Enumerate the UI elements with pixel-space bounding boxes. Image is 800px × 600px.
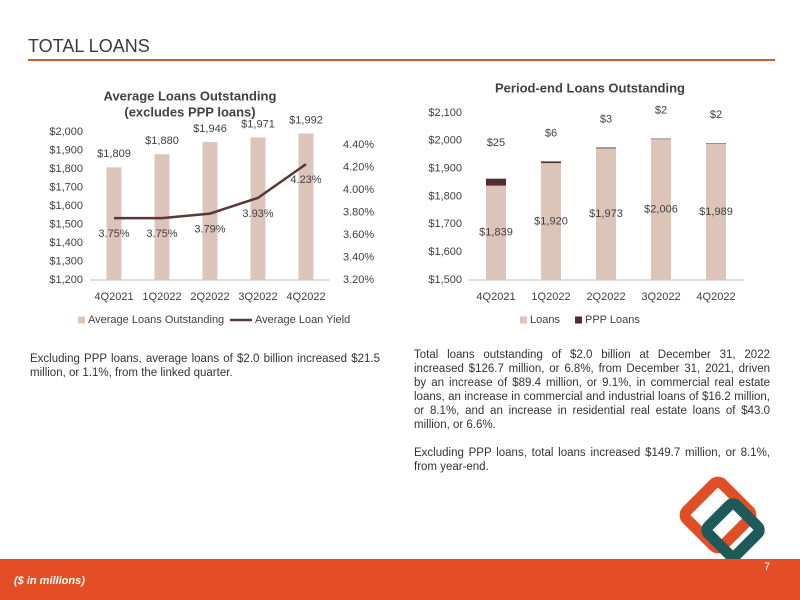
bar (541, 161, 561, 164)
logo (679, 476, 765, 562)
legend-swatch (78, 316, 85, 324)
y-tick-label: $1,400 (49, 237, 83, 249)
data-label: $1,920 (534, 215, 568, 227)
y-tick-label: $2,100 (428, 107, 462, 119)
y-tick-label: $1,800 (49, 163, 83, 175)
data-label: 4.23% (290, 174, 321, 186)
bar (486, 185, 506, 280)
bar (106, 167, 122, 280)
bar (596, 148, 616, 280)
y-tick-label: $1,200 (49, 274, 83, 286)
data-label: $1,880 (145, 135, 179, 147)
data-label: $1,989 (699, 206, 733, 218)
y-tick-label: $1,700 (49, 181, 83, 193)
data-label: $1,971 (241, 118, 275, 130)
bar (298, 133, 314, 280)
legend-label: PPP Loans (585, 314, 640, 326)
data-label: $1,992 (289, 114, 323, 126)
bar (706, 143, 726, 144)
bar (486, 178, 506, 186)
x-tick-label: 3Q2022 (641, 291, 680, 303)
bar (541, 163, 561, 280)
data-label: 3.93% (242, 208, 273, 220)
legend-label: Average Loans Outstanding (88, 314, 224, 326)
y-tick-label: $1,900 (49, 144, 83, 156)
y-tick-label: $1,600 (49, 200, 83, 212)
bar (250, 137, 266, 280)
y-tick-label: $1,700 (428, 218, 462, 230)
bar (651, 139, 671, 280)
chart-title: Period-end Loans Outstanding (495, 80, 685, 95)
data-label: $1,839 (479, 227, 513, 239)
y-tick-label: 4.40% (343, 139, 374, 151)
paragraph: Excluding PPP loans, total loans increas… (414, 447, 770, 473)
bar (596, 147, 616, 149)
y-tick-label: 4.00% (343, 184, 374, 196)
footer-note: ($ in millions) (14, 575, 85, 587)
legend-swatch (520, 316, 527, 324)
legend-swatch (575, 316, 582, 324)
data-label: 3.79% (194, 224, 225, 236)
bar (202, 141, 218, 280)
line (114, 163, 307, 220)
footer-band (0, 559, 800, 600)
data-label: $2,006 (644, 203, 678, 215)
y-tick-label: $1,300 (49, 255, 83, 267)
bar (706, 143, 726, 280)
x-tick-label: 2Q2022 (190, 291, 229, 303)
data-label: 3.75% (98, 228, 129, 240)
data-label: $6 (545, 127, 557, 139)
chart-title: Average Loans Outstanding (104, 88, 277, 103)
right-text: Total loans outstanding of $2.0 billion … (414, 348, 770, 488)
y-tick-label: $1,900 (428, 163, 462, 175)
y-tick-label: $1,500 (49, 218, 83, 230)
x-tick-label: 4Q2021 (476, 291, 515, 303)
data-label: $1,946 (193, 123, 227, 135)
y-tick-label: $1,600 (428, 246, 462, 258)
y-tick-label: $1,800 (428, 190, 462, 202)
data-label: $1,809 (97, 148, 131, 160)
data-label: $25 (487, 137, 505, 149)
data-label: $1,973 (589, 208, 623, 220)
left-text: Excluding PPP loans, average loans of $2… (30, 352, 380, 394)
data-label: $3 (600, 113, 612, 125)
y-tick-label: 4.20% (343, 161, 374, 173)
y-tick-label: 3.60% (343, 229, 374, 241)
y-tick-label: 3.20% (343, 274, 374, 286)
page-number: 7 (764, 561, 770, 573)
legend-label: Loans (530, 314, 560, 326)
data-label: 3.75% (146, 228, 177, 240)
y-tick-label: 3.40% (343, 251, 374, 263)
chart-subtitle: (excludes PPP loans) (124, 104, 255, 119)
x-tick-label: 2Q2022 (586, 291, 625, 303)
y-tick-label: 3.80% (343, 206, 374, 218)
x-tick-label: 4Q2022 (696, 291, 735, 303)
legend-label: Average Loan Yield (255, 314, 350, 326)
y-tick-label: $2,000 (428, 135, 462, 147)
paragraph: Total loans outstanding of $2.0 billion … (414, 349, 770, 431)
data-label: $2 (655, 105, 667, 117)
x-tick-label: 1Q2022 (531, 291, 570, 303)
data-label: $2 (710, 109, 722, 121)
logo-orange (679, 476, 757, 554)
x-tick-label: 3Q2022 (238, 291, 277, 303)
x-tick-label: 4Q2022 (286, 291, 325, 303)
logo-teal (701, 498, 765, 562)
paragraph: Excluding PPP loans, average loans of $2… (30, 353, 380, 379)
x-tick-label: 4Q2021 (94, 291, 133, 303)
y-tick-label: $1,500 (428, 274, 462, 286)
page-title: TOTAL LOANS (28, 36, 150, 56)
x-tick-label: 1Q2022 (142, 291, 181, 303)
bar (651, 138, 671, 140)
y-tick-label: $2,000 (49, 126, 83, 138)
